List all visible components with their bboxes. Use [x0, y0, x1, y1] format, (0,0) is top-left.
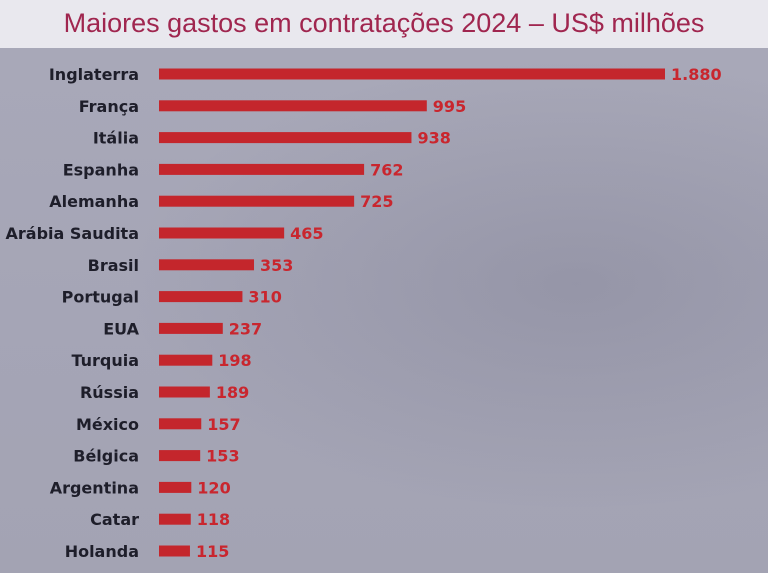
category-label-catar: Catar — [90, 510, 139, 529]
value-label-argentina: 120 — [197, 478, 230, 497]
category-label-italia: Itália — [93, 129, 139, 148]
category-label-mexico: México — [76, 415, 139, 434]
category-label-argentina: Argentina — [50, 478, 139, 497]
bar-turquia — [159, 354, 213, 366]
bar-eua — [159, 322, 223, 334]
bar-franca — [159, 100, 427, 112]
bar-italia — [159, 132, 412, 144]
bar-holanda — [159, 545, 190, 557]
bar-inglaterra — [159, 68, 665, 80]
category-label-arabia-saudita: Arábia Saudita — [6, 224, 139, 243]
value-label-turquia: 198 — [218, 351, 251, 370]
category-label-espanha: Espanha — [63, 160, 139, 179]
value-label-franca: 995 — [433, 97, 466, 116]
bar-portugal — [159, 291, 243, 303]
category-label-franca: França — [79, 97, 139, 116]
bar-russia — [159, 386, 210, 398]
title-band — [0, 0, 768, 48]
bar-arabia-saudita — [159, 227, 285, 239]
value-label-italia: 938 — [417, 129, 450, 148]
bar-belgica — [159, 450, 201, 462]
value-label-brasil: 353 — [260, 256, 293, 275]
category-label-turquia: Turquia — [71, 351, 139, 370]
value-label-inglaterra: 1.880 — [671, 65, 722, 84]
category-label-eua: EUA — [103, 319, 139, 338]
value-label-mexico: 157 — [207, 415, 240, 434]
category-label-brasil: Brasil — [88, 256, 139, 275]
value-label-belgica: 153 — [206, 447, 239, 466]
category-label-inglaterra: Inglaterra — [49, 65, 139, 84]
value-label-arabia-saudita: 465 — [290, 224, 323, 243]
category-label-portugal: Portugal — [62, 288, 139, 307]
bar-alemanha — [159, 195, 355, 207]
value-label-alemanha: 725 — [360, 192, 393, 211]
value-label-portugal: 310 — [248, 288, 281, 307]
bar-mexico — [159, 418, 202, 430]
bar-brasil — [159, 259, 255, 271]
value-label-catar: 118 — [197, 510, 230, 529]
category-label-alemanha: Alemanha — [49, 192, 139, 211]
category-label-holanda: Holanda — [65, 542, 139, 561]
bar-espanha — [159, 163, 365, 175]
value-label-holanda: 115 — [196, 542, 229, 561]
value-label-eua: 237 — [229, 319, 262, 338]
bar-catar — [159, 513, 191, 525]
chart-title: Maiores gastos em contratações 2024 – US… — [63, 8, 705, 38]
bar-argentina — [159, 481, 192, 493]
value-label-russia: 189 — [216, 383, 249, 402]
category-label-russia: Rússia — [80, 383, 139, 402]
category-label-belgica: Bélgica — [73, 447, 139, 466]
value-label-espanha: 762 — [370, 160, 403, 179]
